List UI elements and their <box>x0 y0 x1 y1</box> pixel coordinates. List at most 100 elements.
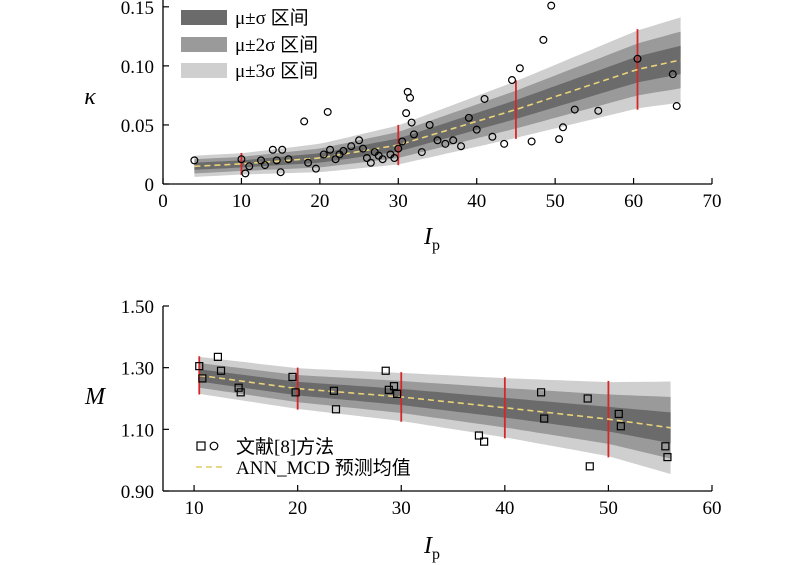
data-point <box>381 366 390 375</box>
data-point <box>323 107 332 116</box>
data-point <box>198 374 207 383</box>
band-2sigma <box>194 31 681 174</box>
kappa-mean-line <box>194 59 681 168</box>
data-point <box>260 161 269 170</box>
data-point <box>339 146 348 155</box>
data-point <box>555 135 564 144</box>
data-point <box>433 136 442 145</box>
data-point <box>195 362 204 371</box>
data-point <box>398 137 407 146</box>
data-point <box>409 130 418 139</box>
data-point <box>389 382 399 391</box>
data-point <box>257 156 266 165</box>
data-point <box>441 139 450 148</box>
x-tick-label: 10 <box>232 191 251 212</box>
legend-label-ref-method: 文献[8]方法 <box>236 436 334 458</box>
data-point <box>216 366 226 375</box>
legend-label-2sigma: μ±2σ 区间 <box>235 34 318 56</box>
data-point <box>378 155 387 164</box>
data-point <box>547 1 556 10</box>
x-tick-label: 20 <box>310 191 329 212</box>
x-tick-label: 60 <box>624 191 643 212</box>
x-tick-label: 30 <box>389 191 408 212</box>
data-point <box>406 93 415 102</box>
data-point <box>570 105 579 114</box>
x-tick-label: 50 <box>599 498 618 519</box>
m-x-label-main: I <box>423 533 433 559</box>
data-point <box>311 164 320 173</box>
x-tick-label: 10 <box>185 498 204 519</box>
data-point <box>472 125 481 134</box>
data-point <box>362 154 371 163</box>
data-point <box>288 372 297 382</box>
data-point <box>457 142 466 151</box>
data-point <box>668 70 677 79</box>
data-point <box>278 145 287 154</box>
data-point <box>616 422 625 431</box>
data-point <box>393 389 402 398</box>
kappa-y-axis-label: κ <box>84 84 96 110</box>
data-point <box>500 139 509 148</box>
data-point <box>319 150 328 159</box>
data-point <box>480 94 489 103</box>
data-point <box>594 106 603 115</box>
kappa-axes: 0 10 20 30 40 50 60 70 0 0.05 0.10 0.15 <box>121 0 722 212</box>
m-axes: 10 20 30 40 50 60 0.90 1.10 1.30 1.50 <box>121 297 722 519</box>
legend-swatch-1sigma <box>181 10 227 25</box>
data-point <box>236 388 245 397</box>
m-chart: 10 20 30 40 50 60 0.90 1.10 1.30 1.50 文献[8]方法 ANN… <box>84 297 722 563</box>
data-point <box>583 394 592 403</box>
data-point <box>326 145 335 154</box>
data-point <box>672 102 681 111</box>
data-point <box>661 442 670 451</box>
m-legend: 文献[8]方法 ANN_MCD 预测均值 <box>196 436 411 479</box>
data-point <box>284 155 293 164</box>
data-point <box>540 414 549 423</box>
data-point <box>539 35 548 44</box>
data-point <box>527 137 536 146</box>
legend-marker-circle <box>209 441 219 451</box>
data-point <box>390 154 399 163</box>
data-point <box>241 169 250 178</box>
m-x-label-sub: p <box>432 546 440 563</box>
legend-label-3sigma: μ±3σ 区间 <box>235 60 318 82</box>
data-point <box>347 142 356 151</box>
legend-swatch-3sigma <box>181 63 227 78</box>
data-point <box>515 64 524 73</box>
legend-swatch-2sigma <box>181 37 227 52</box>
data-point <box>272 156 281 165</box>
data-point <box>480 437 489 446</box>
legend-marker-square <box>196 441 206 451</box>
data-point <box>291 388 300 397</box>
x-tick-label: 40 <box>495 498 514 519</box>
data-point <box>558 123 567 132</box>
data-point <box>417 148 426 157</box>
y-tick-label: 0.90 <box>121 482 154 503</box>
kappa-x-axis-label: Ip <box>423 224 440 254</box>
data-point <box>234 383 243 392</box>
y-tick-label: 1.30 <box>121 359 154 380</box>
data-point <box>402 109 411 118</box>
data-point <box>464 113 473 122</box>
kappa-x-label-main: I <box>423 224 433 250</box>
data-point <box>190 156 199 165</box>
kappa-chart: 0 10 20 30 40 50 60 70 0 0.05 0.10 0.15 μ±σ 区间 μ±2σ… <box>84 0 722 254</box>
data-point <box>536 388 546 397</box>
y-tick-label: 0 <box>145 175 155 196</box>
data-point <box>331 155 340 164</box>
data-point <box>329 386 339 395</box>
kappa-sigma-bands <box>194 17 681 177</box>
kappa-x-label-sub: p <box>432 237 440 254</box>
data-point <box>663 452 672 462</box>
data-point <box>304 158 313 167</box>
data-point <box>358 144 367 153</box>
x-tick-label: 40 <box>467 191 486 212</box>
data-point <box>474 431 484 440</box>
kappa-legend: μ±σ 区间 μ±2σ 区间 μ±3σ 区间 <box>181 7 318 82</box>
x-tick-label: 30 <box>392 498 411 519</box>
data-point <box>213 352 222 361</box>
data-point <box>425 120 434 129</box>
data-point <box>508 76 517 85</box>
x-tick-label: 0 <box>158 191 168 212</box>
y-tick-label: 1.10 <box>121 420 154 441</box>
